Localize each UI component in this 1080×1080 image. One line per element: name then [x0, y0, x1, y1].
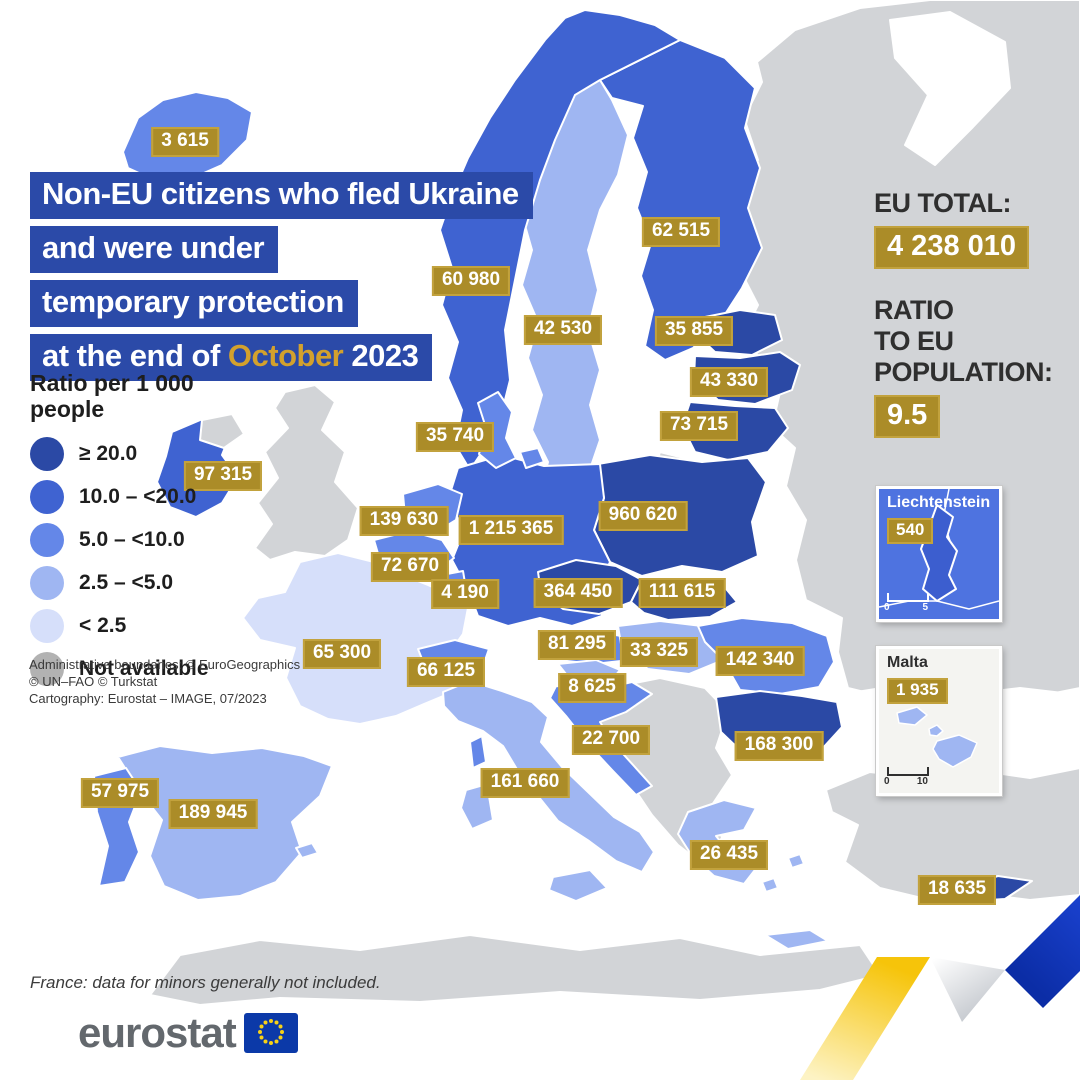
value-badge-bulgaria: 168 300 — [734, 731, 824, 761]
eu-total-value: 4 238 010 — [874, 226, 1030, 270]
map-islands-denmark — [519, 447, 545, 469]
map-region-northern-ireland — [199, 413, 245, 449]
legend-item-label: ≥ 20.0 — [79, 441, 138, 465]
legend-swatch-icon — [30, 608, 64, 643]
legend-item-4: 2.5 – <5.0 — [30, 565, 250, 600]
legend-swatch-icon — [30, 522, 64, 557]
value-badge-poland: 960 620 — [598, 501, 688, 531]
map-islands-aegean-1 — [761, 877, 779, 893]
legend-item-2: 10.0 – <20.0 — [30, 479, 250, 514]
title-block: Non-EU citizens who fled Ukraine and wer… — [30, 172, 533, 388]
inset-liechtenstein-map — [879, 489, 999, 619]
legend-item-6: Not available — [30, 651, 250, 686]
map-region-north-africa — [149, 934, 881, 1006]
legend-swatch-icon — [30, 565, 64, 600]
ratio-label-line-2: TO EU — [874, 326, 954, 357]
title-line-2: and were under — [30, 226, 279, 273]
value-badge-czechia: 364 450 — [533, 578, 623, 608]
attribution-text: Administrative boundaries: © EuroGeograp… — [29, 657, 301, 706]
map-islands-aegean-2 — [787, 853, 805, 869]
ratio-label-line-1: RATIO — [874, 295, 954, 326]
map-island-corsica — [469, 735, 487, 769]
inset-liechtenstein-title: Liechtenstein — [887, 494, 991, 511]
value-badge-romania: 142 340 — [715, 646, 805, 676]
legend-item-label: 5.0 – <10.0 — [79, 527, 185, 551]
eurostat-logo: eurostat — [78, 1012, 298, 1054]
legend-item-label: Not available — [79, 656, 209, 680]
value-badge-malta: 1 935 — [887, 678, 948, 704]
legend-title: Ratio per 1 000 people — [30, 370, 194, 423]
map-island-sicily — [548, 869, 608, 902]
legend-item-3: 5.0 – <10.0 — [30, 522, 250, 557]
legend-swatch-icon — [30, 651, 64, 686]
value-badge-denmark: 35 740 — [415, 422, 495, 452]
value-badge-spain: 189 945 — [168, 799, 258, 829]
eurostat-logo-text: eurostat — [78, 1009, 237, 1056]
value-badge-finland: 62 515 — [641, 217, 721, 247]
value-badge-france: 65 300 — [302, 639, 382, 669]
value-badge-greece: 26 435 — [689, 840, 769, 870]
title-line-3: temporary protection — [30, 280, 358, 327]
map-islands-balearic — [295, 842, 319, 859]
legend-item-1: ≥ 20.0 — [30, 436, 250, 471]
inset-malta: Malta 1 935 0 10 — [876, 646, 1002, 796]
title-month-highlight: October — [227, 338, 344, 373]
value-badge-latvia: 43 330 — [689, 367, 769, 397]
value-badge-germany: 1 215 365 — [458, 515, 564, 545]
eu-total-label: EU TOTAL: — [874, 188, 1012, 218]
legend-item-label: < 2.5 — [79, 613, 127, 637]
eu-stats-panel: EU TOTAL: 4 238 010 RATIO TO EU POPULATI… — [874, 188, 1080, 439]
value-badge-cyprus: 18 635 — [917, 875, 997, 905]
value-badge-austria: 81 295 — [537, 630, 617, 660]
value-badge-hungary: 33 325 — [619, 637, 699, 667]
footnote-france: France: data for minors generally not in… — [30, 973, 381, 992]
value-badge-liechtenstein: 540 — [887, 518, 934, 544]
value-badge-switzerland: 66 125 — [406, 657, 486, 687]
value-badge-slovenia: 8 625 — [558, 673, 626, 703]
value-badge-iceland: 3 615 — [151, 127, 219, 157]
value-badge-ireland: 97 315 — [183, 461, 263, 491]
value-badge-norway: 60 980 — [431, 266, 511, 296]
value-badge-netherlands: 139 630 — [359, 506, 449, 536]
value-badge-croatia: 22 700 — [571, 725, 651, 755]
value-badge-lithuania: 73 715 — [659, 411, 739, 441]
value-badge-italy: 161 660 — [480, 768, 570, 798]
legend-item-5: < 2.5 — [30, 608, 250, 643]
title-line-4: at the end of October 2023 — [30, 334, 433, 381]
inset-malta-map — [879, 649, 999, 793]
legend-swatch-icon — [30, 436, 64, 471]
value-badge-belgium: 72 670 — [370, 552, 450, 582]
eu-flag-icon — [243, 1013, 298, 1053]
title-line-1: Non-EU citizens who fled Ukraine — [30, 172, 533, 219]
ratio-label-line-3: POPULATION: — [874, 357, 1053, 388]
legend: Ratio per 1 000 people ≥ 20.0 10.0 – <20.… — [30, 370, 250, 695]
value-badge-portugal: 57 975 — [80, 778, 160, 808]
value-badge-estonia: 35 855 — [654, 316, 734, 346]
value-badge-slovakia: 111 615 — [638, 578, 726, 608]
legend-item-label: 10.0 – <20.0 — [79, 484, 197, 508]
ratio-value: 9.5 — [874, 395, 941, 439]
legend-swatch-icon — [30, 479, 64, 514]
value-badge-luxembourg: 4 190 — [431, 579, 499, 609]
map-white-sea — [889, 11, 1011, 166]
map-island-crete — [764, 929, 829, 950]
map-country-united-kingdom — [254, 384, 359, 561]
inset-malta-title: Malta — [887, 654, 928, 671]
legend-item-label: 2.5 – <5.0 — [79, 570, 173, 594]
value-badge-sweden: 42 530 — [523, 315, 603, 345]
inset-malta-scalebar: 0 10 — [884, 767, 929, 787]
